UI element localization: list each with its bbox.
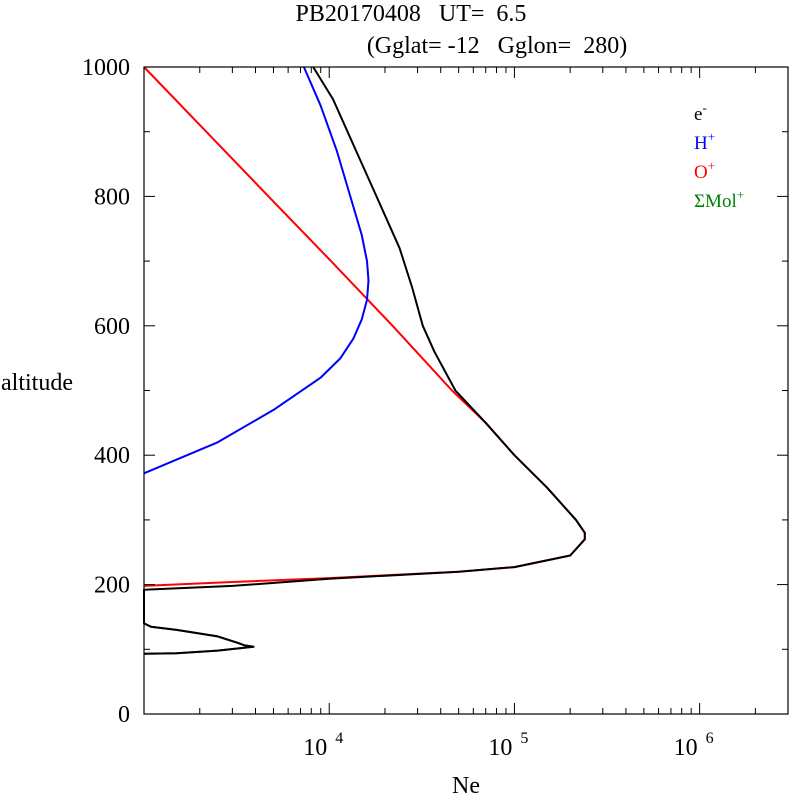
legend-entry: H+	[694, 129, 715, 154]
plot-frame	[143, 66, 789, 715]
y-tick-label: 600	[94, 314, 130, 340]
legend-entry: O+	[694, 158, 715, 183]
y-axis-label: altitude	[1, 370, 73, 396]
y-tick-label: 200	[94, 573, 130, 599]
y-tick-labels: 0 200 400 600 800 1000	[82, 55, 130, 728]
legend-entry-superscript: +	[737, 187, 744, 202]
legend-entry-superscript: -	[702, 100, 706, 115]
x-tick-label-exponent: 6	[706, 730, 714, 747]
legend-entry: ΣMol+	[694, 187, 744, 212]
x-tick-label-exponent: 4	[335, 730, 343, 747]
y-tick-label: 1000	[82, 55, 130, 81]
legend-entry-superscript: +	[708, 129, 715, 144]
series-line-h	[143, 66, 370, 475]
y-tick-label: 0	[118, 702, 130, 728]
legend-entry-superscript: +	[708, 158, 715, 173]
axis-ticks	[143, 66, 789, 715]
x-tick-label: 10	[674, 735, 698, 761]
chart-subtitle: (Gglat= -12 Gglon= 280)	[367, 33, 627, 59]
x-tick-label-exponent: 5	[520, 730, 528, 747]
x-tick-labels: 10 4 10 5 10 6	[303, 730, 713, 761]
x-tick-label: 10	[303, 735, 327, 761]
y-tick-label: 400	[94, 443, 130, 469]
chart-title: PB20170408 UT= 6.5	[296, 1, 527, 27]
y-tick-label: 800	[94, 184, 130, 210]
legend: e- H+ O+ ΣMol+	[694, 100, 744, 212]
series-line-e	[143, 66, 586, 655]
series-line-o	[143, 66, 586, 587]
legend-entry: e-	[694, 100, 707, 125]
x-tick-label: 10	[488, 735, 512, 761]
x-axis-label: Ne	[452, 773, 480, 795]
series-lines	[143, 66, 586, 655]
